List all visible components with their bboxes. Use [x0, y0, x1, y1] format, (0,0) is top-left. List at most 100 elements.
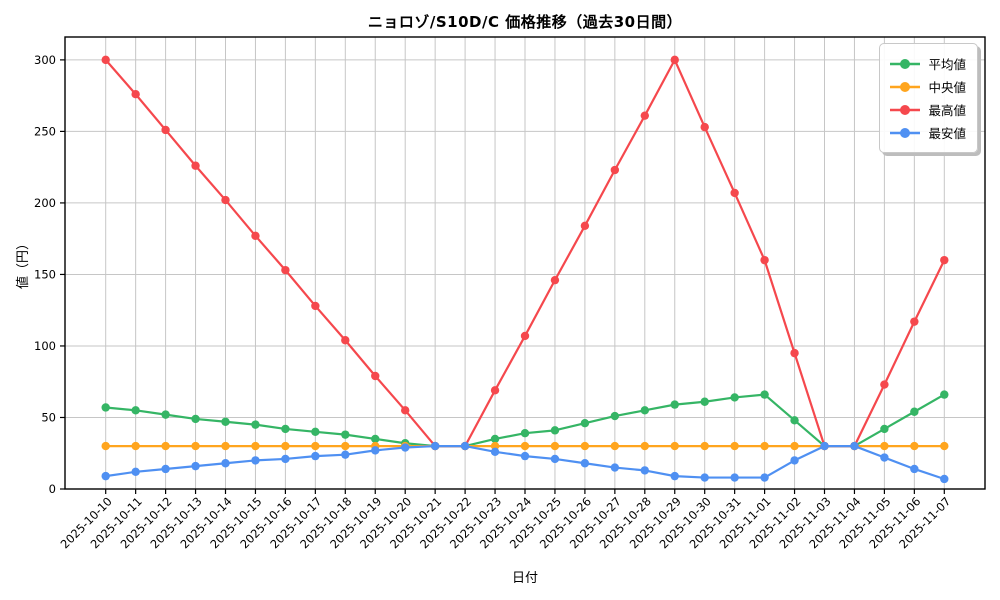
series-point-highest — [490, 386, 500, 395]
series-point-highest — [341, 336, 350, 345]
chart-title: ニョロゾ/S10D/C 価格推移（過去30日間） — [367, 13, 683, 31]
series-point-lowest — [760, 473, 769, 482]
series-point-lowest — [490, 447, 500, 457]
series-point-lowest — [131, 467, 140, 477]
series-point-average — [131, 406, 140, 415]
series-point-lowest — [251, 456, 260, 465]
series-point-average — [640, 406, 649, 415]
series-point-lowest — [311, 451, 320, 461]
y-tick-label: 100 — [34, 339, 56, 353]
series-point-median — [520, 441, 530, 451]
series-point-highest — [191, 161, 200, 170]
series-point-lowest — [550, 454, 560, 464]
series-point-lowest — [161, 464, 170, 474]
series-point-average — [610, 411, 620, 421]
series-point-average — [371, 434, 380, 444]
series-point-lowest — [880, 453, 889, 462]
series-point-highest — [610, 165, 620, 175]
x-axis-label: 日付 — [511, 571, 538, 586]
series-point-lowest — [910, 464, 919, 474]
y-tick-label: 200 — [34, 196, 56, 210]
series-point-average — [790, 416, 799, 425]
series-point-median — [311, 441, 320, 451]
series-point-median — [550, 441, 560, 451]
series-point-highest — [251, 231, 260, 241]
series-point-lowest — [730, 473, 739, 482]
series-point-lowest — [700, 473, 709, 482]
series-point-average — [880, 424, 889, 434]
legend-marker-highest — [890, 104, 921, 115]
series-point-average — [490, 434, 500, 444]
series-point-median — [341, 441, 350, 451]
series-point-average — [341, 430, 350, 439]
series-point-median — [580, 441, 590, 451]
series-point-median — [790, 441, 799, 451]
series-point-median — [760, 441, 769, 451]
series-point-average — [700, 397, 709, 406]
legend-item-lowest: 最安値 — [889, 123, 966, 142]
series-point-lowest — [221, 459, 230, 468]
legend-marker-average — [890, 58, 921, 69]
y-tick-label: 300 — [34, 53, 56, 67]
series-point-average — [910, 407, 919, 416]
series-point-highest — [730, 188, 739, 198]
series-point-highest — [670, 55, 679, 65]
series-point-average — [940, 390, 949, 399]
series-point-median — [880, 441, 889, 451]
series-point-lowest — [101, 471, 110, 481]
series-point-average — [161, 410, 170, 419]
series-point-lowest — [820, 441, 829, 451]
series-point-highest — [371, 371, 380, 381]
series-point-average — [670, 400, 679, 409]
series-point-highest — [401, 406, 410, 415]
series-point-average — [760, 390, 769, 399]
series-point-highest — [580, 221, 590, 231]
series-point-lowest — [520, 451, 530, 461]
legend-marker-lowest — [890, 127, 921, 138]
series-point-median — [191, 441, 200, 451]
series-point-median — [670, 441, 679, 451]
legend-label-median: 中央値 — [928, 80, 966, 95]
series-point-median — [640, 441, 649, 451]
series-point-median — [221, 441, 230, 451]
series-point-lowest — [640, 466, 649, 475]
legend-marker-median — [890, 81, 921, 92]
series-point-average — [520, 429, 530, 438]
series-point-highest — [790, 348, 799, 358]
series-point-average — [580, 419, 590, 428]
series-point-median — [910, 441, 919, 451]
series-point-lowest — [191, 461, 200, 471]
series-point-lowest — [850, 441, 859, 451]
series-point-median — [101, 441, 110, 451]
series-point-average — [730, 393, 739, 402]
series-point-highest — [101, 55, 110, 65]
series-point-average — [221, 417, 230, 426]
series-point-lowest — [790, 456, 799, 465]
y-tick-label: 250 — [34, 124, 56, 138]
legend-item-average: 平均値 — [889, 54, 966, 73]
series-point-median — [281, 441, 290, 451]
series-point-median — [700, 441, 709, 451]
legend-label-highest: 最高値 — [928, 103, 966, 118]
series-point-lowest — [401, 443, 410, 452]
series-point-highest — [640, 111, 649, 120]
series-point-highest — [760, 255, 769, 265]
y-tick-label: 50 — [41, 410, 56, 424]
series-point-highest — [281, 265, 290, 275]
legend-item-median: 中央値 — [889, 77, 966, 96]
series-point-average — [311, 427, 320, 436]
legend-label-average: 平均値 — [928, 57, 966, 72]
series-point-lowest — [430, 441, 440, 451]
series-point-average — [251, 420, 260, 429]
series-point-median — [251, 441, 260, 451]
series-point-highest — [520, 331, 530, 341]
series-point-average — [281, 424, 290, 434]
legend-item-highest: 最高値 — [889, 100, 966, 119]
legend: 平均値 中央値 最高値 最安値 — [879, 43, 978, 153]
series-point-highest — [311, 301, 320, 311]
series-point-lowest — [610, 463, 620, 472]
series-point-lowest — [371, 446, 380, 455]
series-point-highest — [880, 380, 889, 389]
